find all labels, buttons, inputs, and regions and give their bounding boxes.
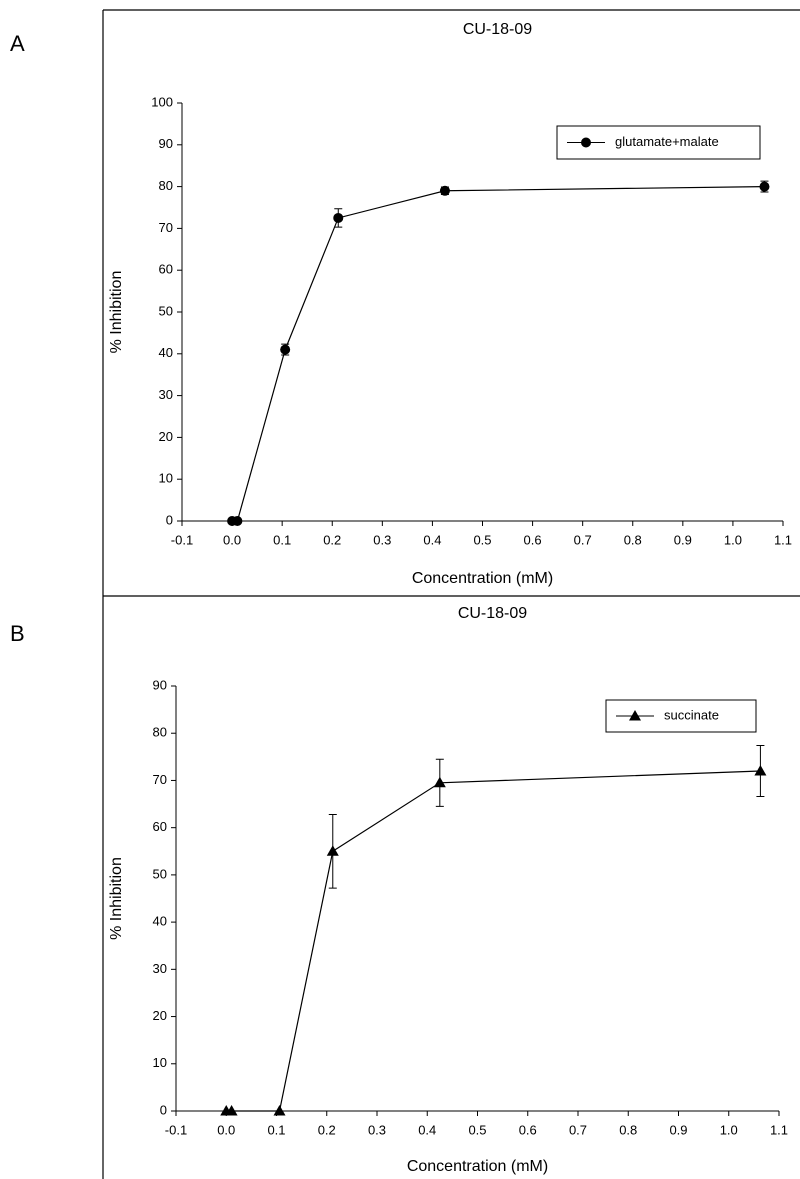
y-tick-label: 80 [159, 178, 173, 193]
x-tick-label: 0.7 [574, 532, 592, 547]
data-point [273, 1105, 286, 1116]
x-tick-label: 0.6 [519, 1122, 537, 1137]
data-point [759, 181, 770, 192]
x-axis-label: Concentration (mM) [412, 570, 553, 587]
x-tick-label: 0.0 [217, 1122, 235, 1137]
panel-label: B [10, 621, 25, 646]
x-tick-label: 0.2 [318, 1122, 336, 1137]
y-tick-label: 70 [159, 220, 173, 235]
x-tick-label: 0.1 [273, 532, 291, 547]
y-tick-label: 90 [159, 136, 173, 151]
y-tick-label: 10 [159, 471, 173, 486]
y-tick-label: 90 [153, 677, 167, 692]
x-tick-label: 0.5 [468, 1122, 486, 1137]
y-axis-label: % Inhibition [108, 857, 125, 940]
x-tick-label: 0.3 [373, 532, 391, 547]
x-tick-label: -0.1 [165, 1122, 187, 1137]
x-axis-label: Concentration (mM) [407, 1158, 548, 1175]
x-tick-label: 0.3 [368, 1122, 386, 1137]
x-tick-label: 0.7 [569, 1122, 587, 1137]
y-tick-label: 30 [153, 961, 167, 976]
x-tick-label: 0.5 [473, 532, 491, 547]
x-tick-label: 0.9 [669, 1122, 687, 1137]
panel-label: A [10, 31, 25, 56]
series-line [226, 770, 761, 1112]
x-tick-label: 1.1 [770, 1122, 788, 1137]
y-tick-label: 20 [159, 429, 173, 444]
chart-title: CU-18-09 [463, 21, 532, 38]
x-tick-label: 0.2 [323, 532, 341, 547]
x-tick-label: 0.8 [619, 1122, 637, 1137]
x-tick-label: 0.0 [223, 532, 241, 547]
x-tick-label: -0.1 [171, 532, 193, 547]
data-point [333, 212, 344, 223]
legend-marker [581, 137, 591, 148]
x-tick-label: 0.9 [674, 532, 692, 547]
x-tick-label: 0.8 [624, 532, 642, 547]
x-tick-label: 1.1 [774, 532, 792, 547]
y-axis-label: % Inhibition [108, 271, 125, 354]
y-tick-label: 60 [159, 262, 173, 277]
y-tick-label: 50 [153, 866, 167, 881]
data-point [232, 516, 243, 526]
y-tick-label: 0 [166, 512, 173, 527]
data-point [439, 185, 450, 196]
y-tick-label: 10 [153, 1055, 167, 1070]
y-tick-label: 20 [153, 1008, 167, 1023]
y-tick-label: 40 [159, 345, 173, 360]
y-tick-label: 30 [159, 387, 173, 402]
data-point [225, 1105, 238, 1116]
y-tick-label: 50 [159, 303, 173, 318]
y-tick-label: 0 [160, 1102, 167, 1117]
y-tick-label: 60 [153, 819, 167, 834]
series-line [232, 186, 765, 522]
data-point [754, 765, 767, 776]
x-tick-label: 1.0 [724, 532, 742, 547]
data-point [433, 776, 446, 788]
y-tick-label: 100 [151, 94, 173, 109]
legend-label: glutamate+malate [615, 134, 719, 149]
y-tick-label: 40 [153, 914, 167, 929]
y-tick-label: 70 [153, 772, 167, 787]
x-tick-label: 0.1 [267, 1122, 285, 1137]
legend-label: succinate [664, 707, 719, 722]
y-tick-label: 80 [153, 725, 167, 740]
x-tick-label: 0.4 [423, 532, 441, 547]
data-point [280, 344, 291, 355]
legend-marker [629, 710, 641, 721]
x-tick-label: 1.0 [720, 1122, 738, 1137]
x-tick-label: 0.4 [418, 1122, 436, 1137]
x-tick-label: 0.6 [524, 532, 542, 547]
chart-title: CU-18-09 [458, 605, 527, 622]
data-point [326, 845, 339, 856]
